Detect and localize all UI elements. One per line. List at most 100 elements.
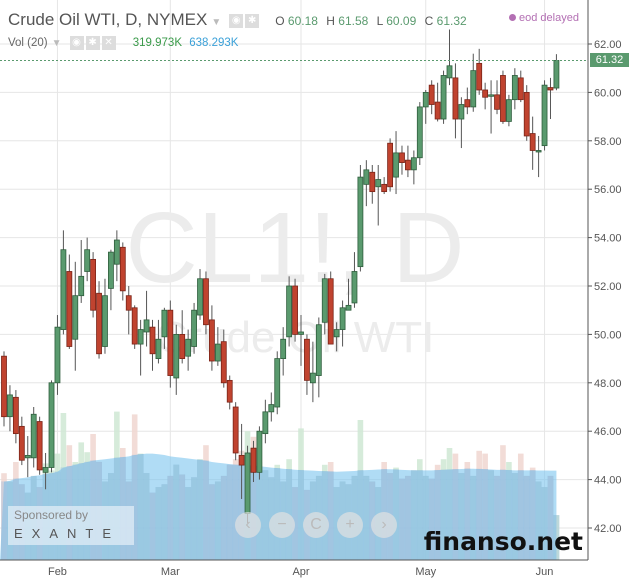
candle	[185, 338, 192, 357]
candle	[470, 70, 477, 108]
candle	[529, 133, 536, 151]
candle	[464, 99, 471, 108]
candle	[440, 75, 447, 120]
volume-bar-overlap	[262, 470, 269, 561]
y-tick-label: 52.00	[594, 281, 622, 293]
candle	[30, 413, 37, 459]
volume-bar-overlap	[363, 475, 370, 561]
status-dot-icon	[509, 14, 516, 21]
candle	[125, 295, 132, 311]
candle	[505, 99, 512, 122]
volume-header: Vol (20) ▼ ◉ ✱ ✕ 319.973K 638.293K	[8, 36, 239, 50]
candle	[131, 307, 138, 345]
volume-bar-overlap	[1, 481, 7, 561]
candle	[191, 309, 197, 347]
candle	[375, 179, 382, 188]
volume-bar-overlap	[137, 454, 144, 561]
x-tick-label: Jun	[536, 566, 554, 578]
candle	[167, 309, 174, 376]
candle	[137, 329, 144, 345]
candle	[113, 239, 120, 265]
chevron-down-icon[interactable]: ▼	[211, 17, 222, 28]
volume-bar-overlap	[149, 492, 156, 561]
zoom-in-button[interactable]: +	[337, 512, 363, 538]
x-tick-label: May	[415, 566, 436, 578]
candle	[220, 341, 227, 384]
candle	[369, 171, 376, 193]
candle	[416, 106, 423, 159]
candle	[541, 84, 548, 147]
scroll-right-button[interactable]: ›	[371, 512, 397, 538]
candle	[232, 406, 239, 454]
candle	[351, 271, 358, 304]
candle	[523, 92, 530, 137]
gear-icon[interactable]: ✱	[85, 36, 100, 50]
symbol-title[interactable]: Crude Oil WTI, D, NYMEX	[8, 10, 208, 29]
candle	[333, 329, 340, 338]
candle	[84, 249, 91, 272]
candle	[387, 142, 394, 188]
volume-ma-value: 638.293K	[189, 37, 239, 50]
eye-icon[interactable]: ◉	[69, 36, 84, 50]
scroll-left-button[interactable]: ‹	[235, 512, 261, 538]
y-tick-label: 54.00	[594, 233, 622, 245]
candle	[339, 307, 346, 330]
candle	[78, 275, 85, 297]
gear-icon[interactable]: ✱	[245, 13, 260, 28]
candle	[197, 278, 203, 316]
header-row: Crude Oil WTI, D, NYMEX ▼ ◉ ✱ O 60.18 H 61.…	[8, 10, 472, 30]
candle	[553, 60, 560, 89]
candle	[298, 331, 304, 335]
candle	[535, 150, 542, 153]
x-tick-label: Feb	[48, 566, 67, 578]
sponsor-box[interactable]: Sponsored by EXANTE	[8, 506, 134, 545]
candle	[434, 101, 441, 120]
candle	[173, 333, 180, 379]
candle	[12, 396, 19, 435]
volume-bar-overlap	[393, 469, 399, 561]
status-badge: eod delayed	[509, 12, 579, 24]
close-icon[interactable]: ✕	[101, 36, 116, 50]
candle	[345, 304, 352, 311]
candle	[422, 92, 429, 108]
candle	[458, 104, 465, 120]
y-tick-label: 60.00	[594, 87, 622, 99]
volume-bar-overlap	[191, 477, 198, 561]
close-value: 61.32	[436, 14, 467, 28]
y-tick-label: 46.00	[594, 426, 622, 438]
candle	[286, 285, 293, 338]
candle	[48, 382, 55, 468]
candle	[482, 89, 489, 98]
candle	[256, 430, 263, 473]
candle	[309, 372, 316, 384]
x-tick-label: Mar	[161, 566, 180, 578]
symbol-header: Crude Oil WTI, D, NYMEX ▼ ◉ ✱	[8, 10, 261, 30]
y-tick-label: 42.00	[594, 523, 622, 535]
zoom-out-button[interactable]: −	[269, 512, 295, 538]
chevron-down-icon[interactable]: ▼	[51, 38, 62, 50]
candle	[244, 452, 251, 514]
candle	[24, 454, 31, 459]
volume-bar-overlap	[226, 464, 233, 561]
candle	[161, 309, 168, 338]
candle	[90, 258, 96, 311]
candle	[18, 425, 25, 461]
x-tick-label: Apr	[292, 566, 309, 578]
reset-button[interactable]: C	[303, 512, 329, 538]
candle	[476, 62, 483, 91]
volume-bar-overlap	[179, 474, 186, 561]
candle	[1, 355, 7, 418]
exante-logo: EXANTE	[14, 526, 121, 541]
site-watermark: finanso.net	[423, 527, 583, 556]
eye-icon[interactable]: ◉	[229, 13, 244, 28]
candle	[36, 421, 43, 471]
volume-bar-overlap	[155, 487, 162, 561]
candle	[399, 152, 405, 163]
y-tick-label: 44.00	[594, 475, 622, 487]
candle	[547, 87, 554, 91]
candle	[446, 65, 453, 79]
candle	[511, 75, 518, 101]
volume-bar-overlap	[256, 466, 263, 561]
